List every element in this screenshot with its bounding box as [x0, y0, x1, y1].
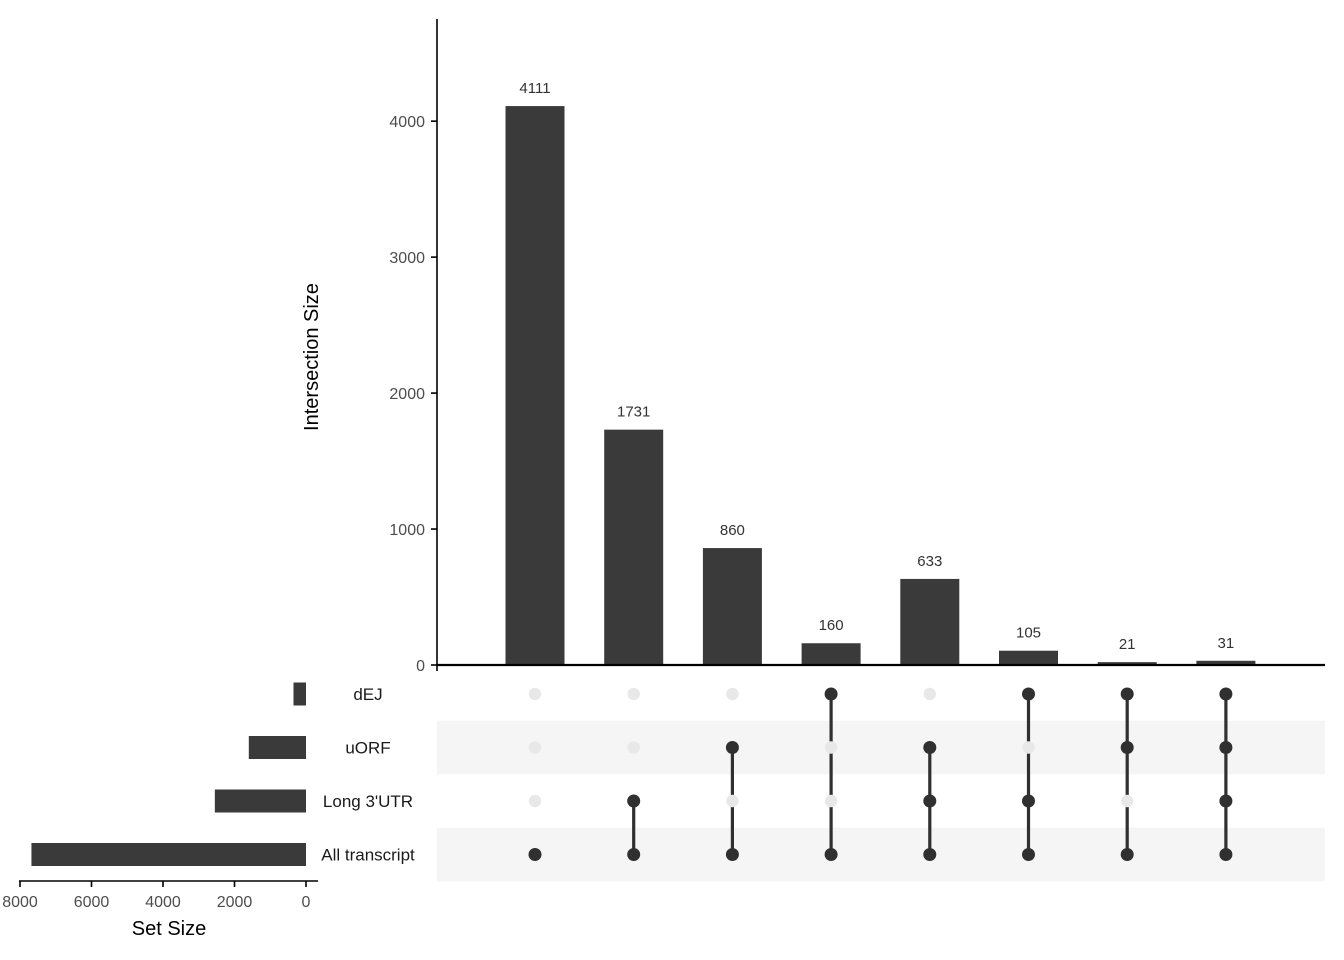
intersection-bar	[801, 643, 861, 665]
matrix-dot-inactive	[528, 741, 542, 754]
intersection-bar	[505, 106, 565, 666]
y-axis-tick-label: 3000	[389, 250, 425, 267]
intersection-bar-label: 1731	[617, 404, 650, 421]
matrix-dot-active	[725, 741, 739, 754]
set-label: uORF	[345, 739, 390, 758]
set-label: Long 3'UTR	[323, 792, 413, 811]
intersection-bar-label: 105	[1016, 625, 1041, 642]
intersection-bar-label: 21	[1119, 636, 1136, 653]
set-size-axis-tick-label: 6000	[74, 894, 110, 911]
set-size-axis-tick-label: 2000	[217, 894, 253, 911]
intersection-bar-label: 633	[917, 553, 942, 570]
matrix-dot-active	[1120, 687, 1134, 701]
matrix-dot-inactive	[1022, 741, 1035, 754]
y-axis-tick-label: 2000	[389, 386, 425, 403]
matrix-dot-active	[627, 794, 641, 808]
matrix-dot-inactive	[627, 687, 640, 701]
matrix-dot-inactive	[1121, 794, 1134, 808]
set-size-bar	[214, 789, 306, 813]
matrix-dot-active	[1022, 794, 1035, 808]
intersection-bar-label: 4111	[519, 80, 550, 97]
matrix-dot-active	[627, 848, 641, 861]
intersection-bar-label: 160	[819, 617, 844, 634]
set-size-bar	[248, 736, 306, 759]
matrix-dot-active	[725, 848, 739, 861]
matrix-dot-active	[824, 687, 838, 701]
set-size-axis-tick-label: 0	[302, 894, 311, 911]
intersection-bar-label: 860	[720, 522, 745, 539]
intersection-bar	[604, 429, 664, 665]
intersection-bar	[702, 548, 762, 665]
matrix-dot-inactive	[528, 794, 542, 808]
set-size-axis-tick-label: 8000	[2, 894, 38, 911]
set-label: All transcript	[321, 846, 415, 865]
matrix-dot-inactive	[528, 687, 542, 701]
matrix-dot-inactive	[627, 741, 640, 754]
y-axis-tick-label: 1000	[389, 522, 425, 539]
intersection-bar-label: 31	[1218, 635, 1235, 652]
matrix-dot-active	[1219, 741, 1233, 754]
set-label: dEJ	[353, 685, 382, 704]
matrix-dot-active	[1022, 848, 1035, 861]
set-size-bar	[31, 843, 306, 866]
matrix-dot-active	[1120, 741, 1134, 754]
matrix-dot-active	[528, 848, 542, 861]
matrix-dot-active	[1120, 848, 1134, 861]
y-axis-tick-label: 4000	[389, 114, 425, 131]
matrix-dot-inactive	[923, 687, 936, 701]
intersection-bar	[1196, 660, 1256, 665]
matrix-dot-active	[923, 848, 937, 861]
matrix-row-stripe	[437, 720, 1325, 775]
y-axis-title: Intersection Size	[301, 283, 323, 431]
set-size-axis-title: Set Size	[132, 918, 206, 940]
y-axis-tick-label: 0	[416, 658, 425, 675]
matrix-row-stripe	[437, 827, 1325, 882]
matrix-dot-inactive	[726, 687, 739, 701]
matrix-dot-active	[923, 794, 937, 808]
matrix-dot-active	[1022, 687, 1035, 701]
matrix-dot-active	[1219, 794, 1233, 808]
matrix-dot-active	[824, 848, 838, 861]
matrix-dot-inactive	[824, 741, 838, 754]
set-size-axis-tick-label: 4000	[145, 894, 181, 911]
matrix-dot-inactive	[726, 794, 739, 808]
intersection-bar	[999, 650, 1058, 665]
intersection-bar	[900, 578, 960, 665]
matrix-dot-active	[1219, 848, 1233, 861]
set-size-bar	[293, 682, 306, 706]
matrix-dot-active	[923, 741, 937, 754]
matrix-dot-active	[1219, 687, 1233, 701]
matrix-dot-inactive	[824, 794, 838, 808]
intersection-bar	[1097, 662, 1157, 665]
